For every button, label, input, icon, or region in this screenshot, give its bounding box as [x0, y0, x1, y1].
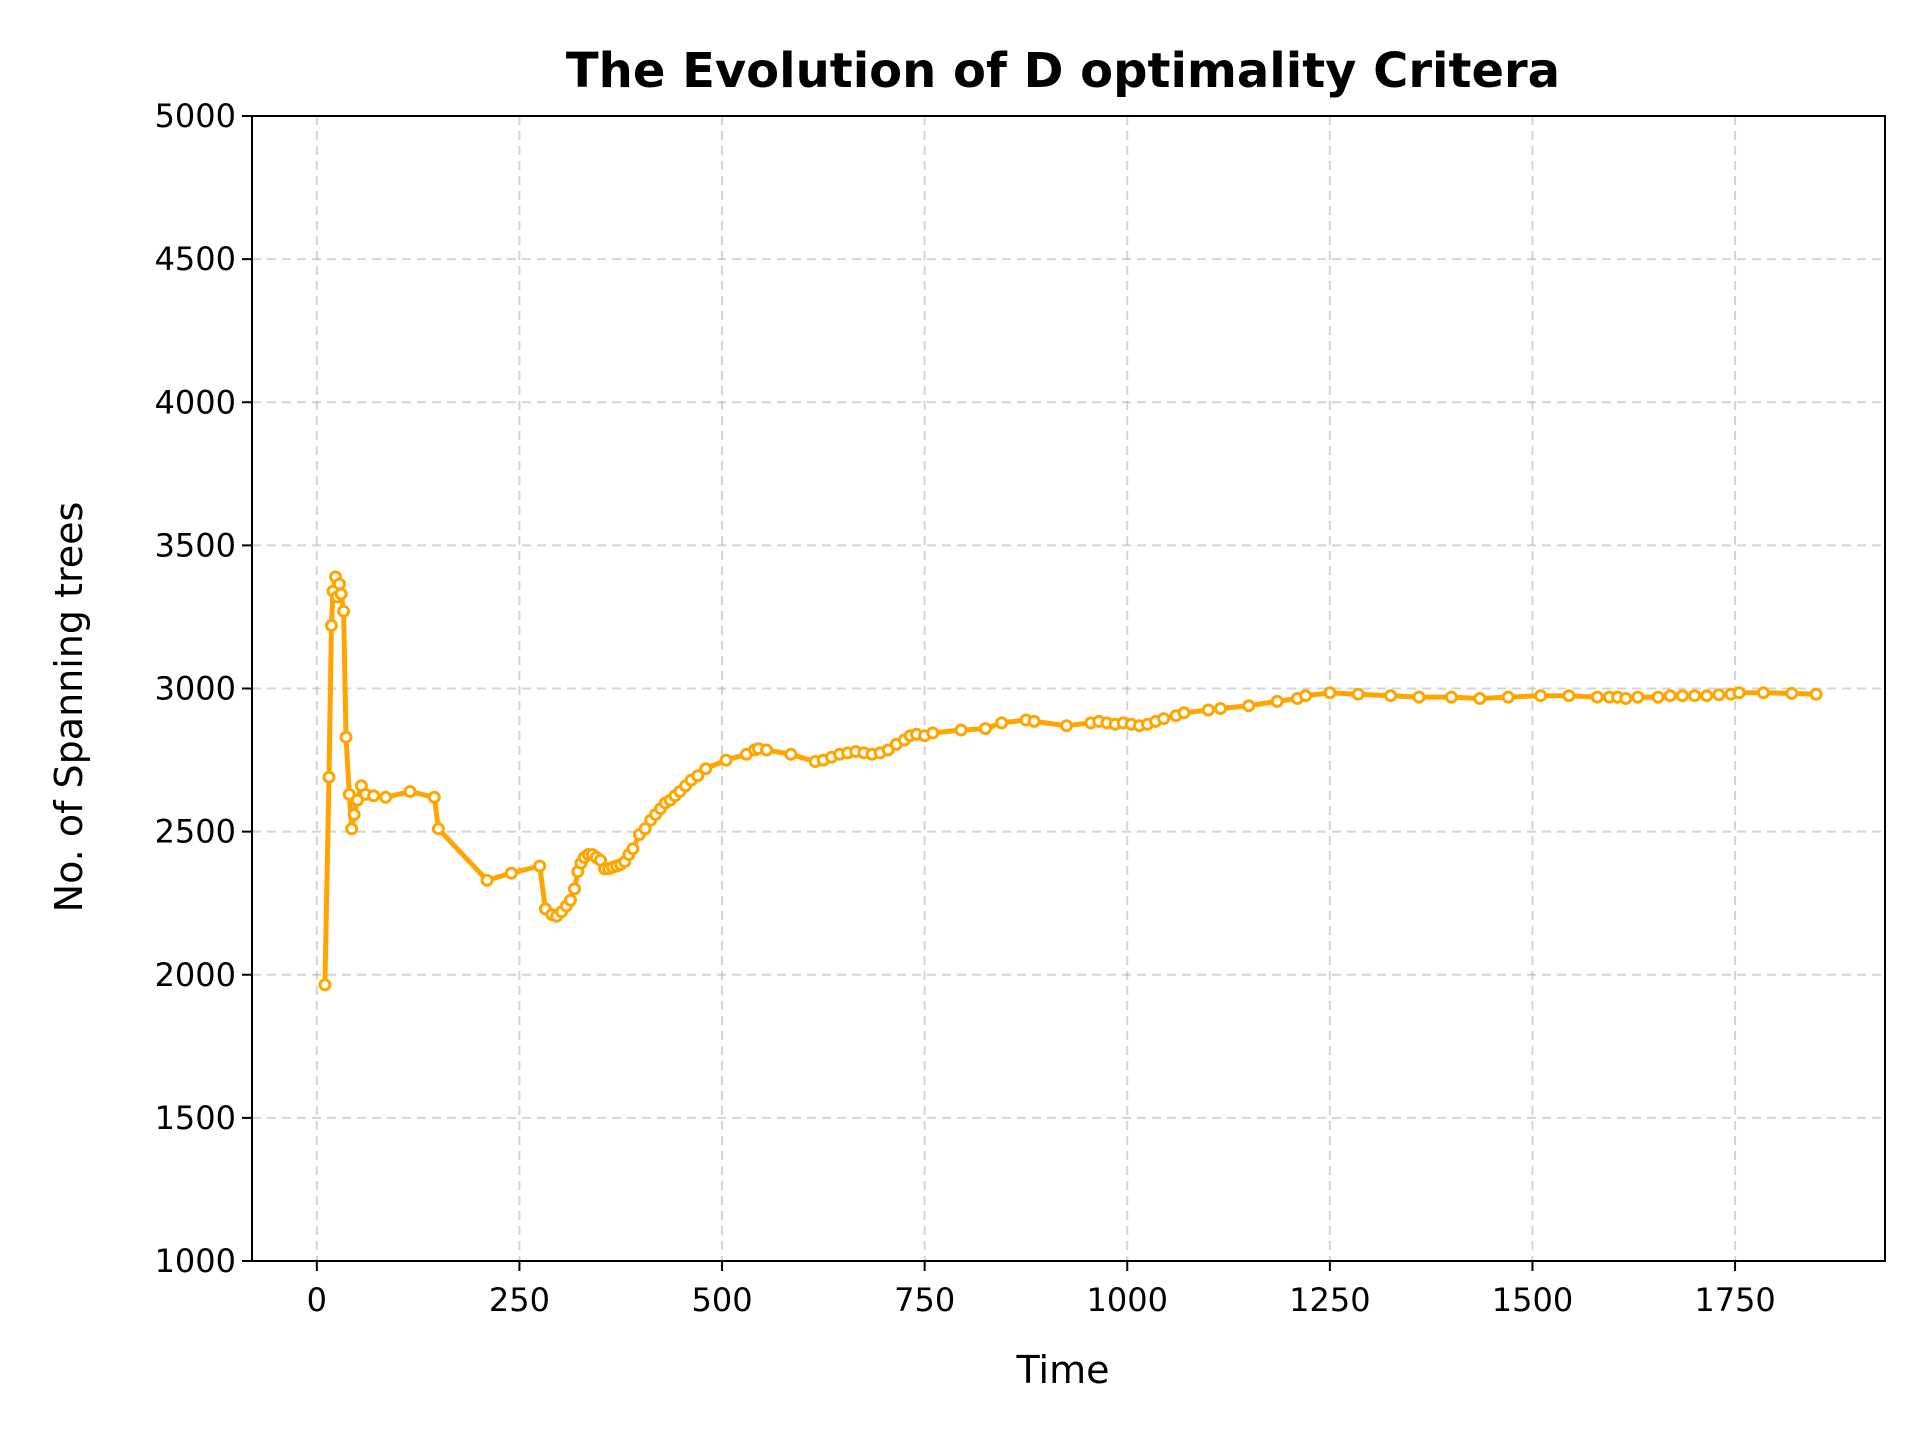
data-point: [1412, 690, 1426, 704]
x-tick-label: 750: [894, 1281, 955, 1319]
y-tick-label: 1000: [155, 1242, 236, 1280]
x-tick-label: 1750: [1694, 1281, 1775, 1319]
data-point: [1157, 712, 1171, 726]
data-point: [347, 808, 361, 821]
y-tick-label: 3500: [155, 526, 236, 564]
data-point: [1384, 689, 1398, 703]
data-point: [322, 770, 336, 784]
data-point: [504, 866, 518, 880]
data-point: [1688, 689, 1702, 703]
data-point: [1675, 689, 1689, 703]
data-point: [337, 604, 351, 618]
data-point: [1501, 690, 1515, 704]
data-point: [1700, 689, 1714, 703]
y-axis-ticks: 1000 1500 2000 2500 3000 3500 4000 4500 5000: [155, 97, 252, 1280]
data-point: [691, 769, 705, 783]
data-point: [1270, 694, 1284, 708]
data-point: [324, 619, 338, 632]
data-point: [1299, 689, 1312, 703]
data-point: [626, 842, 640, 856]
data-point: [1562, 689, 1576, 703]
x-tick-label: 500: [692, 1281, 753, 1319]
x-tick-label: 1500: [1492, 1281, 1573, 1319]
data-point: [1444, 690, 1458, 704]
data-point: [403, 785, 417, 798]
data-point: [995, 716, 1009, 730]
y-tick-label: 3000: [155, 670, 236, 708]
data-point: [379, 790, 393, 804]
x-tick-label: 0: [307, 1281, 327, 1319]
x-tick-label: 250: [489, 1281, 550, 1319]
data-point: [1351, 687, 1365, 701]
data-point: [1242, 699, 1256, 713]
y-tick-label: 1500: [155, 1099, 236, 1137]
y-tick-label: 2000: [155, 956, 236, 994]
data-point: [1756, 686, 1770, 700]
data-point: [333, 577, 346, 591]
data-point: [978, 722, 992, 736]
data-point: [480, 873, 494, 887]
series-line: [322, 574, 1819, 988]
data-point: [568, 882, 581, 896]
data-point: [954, 723, 968, 737]
data-point: [1473, 692, 1487, 705]
data-point: [699, 762, 713, 776]
data-point: [1785, 686, 1799, 700]
data-point: [1809, 687, 1823, 701]
data-point: [533, 859, 547, 873]
data-point: [431, 822, 445, 836]
data-point: [760, 743, 774, 757]
y-tick-label: 2500: [155, 813, 236, 851]
data-point: [345, 822, 359, 836]
data-point: [1590, 690, 1604, 704]
data-point: [1619, 692, 1633, 705]
data-point: [367, 789, 381, 803]
x-tick-label: 1000: [1087, 1281, 1168, 1319]
data-point: [1177, 706, 1191, 720]
x-tick-label: 1250: [1289, 1281, 1370, 1319]
data-point: [1712, 688, 1726, 702]
data-point: [1323, 686, 1337, 700]
data-point: [719, 753, 733, 767]
data-point: [1663, 689, 1677, 703]
data-point: [427, 790, 441, 804]
x-axis-label: Time: [1016, 1348, 1110, 1392]
data-point: [1631, 690, 1645, 704]
chart-title: The Evolution of D optimality Critera: [566, 43, 1560, 99]
data-point: [784, 747, 798, 761]
data-point: [318, 978, 332, 992]
data-point: [564, 893, 577, 907]
y-axis-label: No. of Spanning trees: [47, 502, 91, 913]
data-point: [1732, 686, 1746, 700]
data-point: [1651, 690, 1665, 704]
data-point: [1534, 689, 1548, 703]
x-axis-ticks: 0 250 500 750 1000 1250 1500 1750: [307, 1261, 1776, 1319]
data-point: [1060, 719, 1073, 733]
data-point: [1214, 702, 1227, 715]
data-point: [926, 726, 940, 740]
y-tick-label: 4000: [155, 383, 236, 421]
data-point: [1201, 703, 1215, 717]
data-point: [1027, 714, 1041, 728]
y-tick-label: 4500: [155, 240, 236, 278]
data-point: [638, 822, 652, 836]
y-tick-label: 5000: [155, 97, 236, 135]
data-point: [334, 587, 348, 601]
series-layer: [318, 570, 1823, 992]
data-point: [339, 730, 353, 744]
